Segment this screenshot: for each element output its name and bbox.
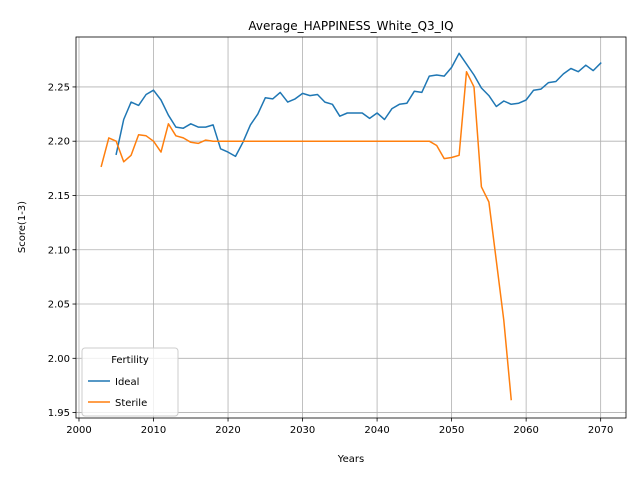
legend-title: Fertility bbox=[111, 355, 149, 366]
y-tick-label: 2.20 bbox=[48, 137, 70, 148]
y-axis-label: Score(1-3) bbox=[17, 201, 28, 253]
chart-title: Average_HAPPINESS_White_Q3_IQ bbox=[248, 19, 453, 33]
legend-label-ideal: Ideal bbox=[115, 377, 139, 388]
series-lines bbox=[100, 52, 602, 401]
x-tick-label: 2030 bbox=[290, 425, 315, 436]
legend-box bbox=[81, 347, 179, 417]
y-tick-label: 2.05 bbox=[48, 300, 70, 311]
x-tick-label: 2040 bbox=[364, 425, 389, 436]
x-axis-label: Years bbox=[337, 454, 364, 465]
x-tick-label: 2000 bbox=[66, 425, 91, 436]
y-tick-label: 1.95 bbox=[48, 408, 70, 419]
y-tick-label: 2.10 bbox=[48, 245, 70, 256]
axis-ticks: 2000 2010 2020 2030 2040 2050 2060 2070 1.95 2.00… bbox=[48, 82, 614, 436]
x-tick-label: 2060 bbox=[513, 425, 538, 436]
y-tick-label: 2.00 bbox=[48, 354, 70, 365]
y-tick-label: 2.15 bbox=[48, 191, 70, 202]
series-line-ideal bbox=[115, 52, 602, 158]
legend: Fertility Ideal Sterile bbox=[81, 347, 179, 417]
plot-area-frame bbox=[75, 36, 627, 419]
series-line-sterile bbox=[100, 70, 513, 401]
x-tick-label: 2010 bbox=[141, 425, 166, 436]
y-tick-label: 2.25 bbox=[48, 82, 70, 93]
x-tick-label: 2050 bbox=[439, 425, 464, 436]
legend-label-sterile: Sterile bbox=[115, 398, 147, 409]
x-tick-label: 2020 bbox=[215, 425, 240, 436]
x-tick-label: 2070 bbox=[588, 425, 613, 436]
